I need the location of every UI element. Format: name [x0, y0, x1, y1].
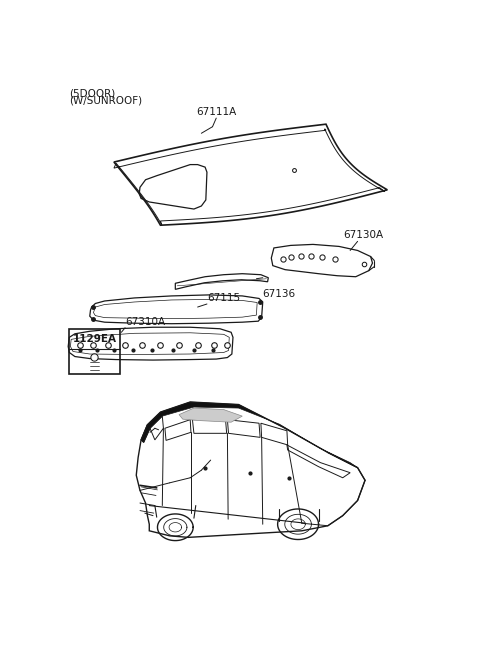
- Text: (W/SUNROOF): (W/SUNROOF): [69, 96, 143, 106]
- Text: 67115: 67115: [207, 293, 240, 303]
- Polygon shape: [141, 402, 358, 468]
- Text: 67130A: 67130A: [343, 230, 383, 240]
- Text: 67111A: 67111A: [196, 107, 236, 117]
- Text: 67310A: 67310A: [125, 318, 165, 327]
- Polygon shape: [179, 408, 242, 422]
- Text: 1129EA: 1129EA: [72, 334, 117, 344]
- Bar: [69, 329, 120, 374]
- Text: 67136: 67136: [263, 289, 296, 299]
- Text: (5DOOR): (5DOOR): [69, 89, 116, 99]
